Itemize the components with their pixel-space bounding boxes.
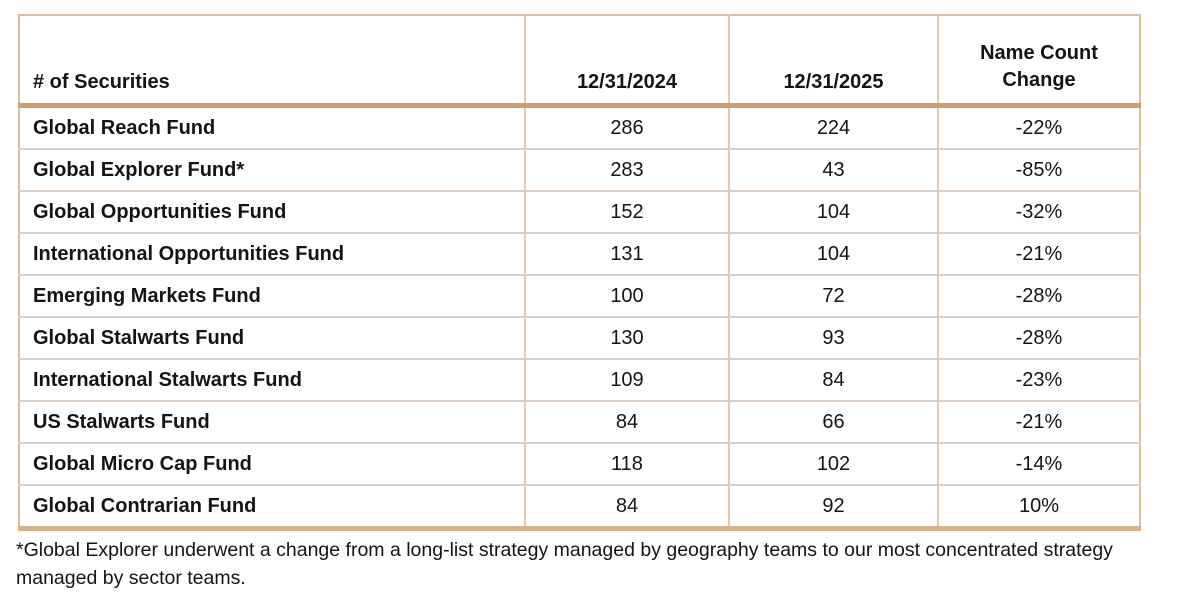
value-2025-cell: 93 xyxy=(728,316,938,359)
change-cell: -21% xyxy=(937,400,1140,443)
value-2025-cell: 84 xyxy=(728,358,938,401)
change-cell: -28% xyxy=(937,316,1140,359)
table-row: US Stalwarts Fund 84 66 -21% xyxy=(19,400,1140,443)
table-row: Emerging Markets Fund 100 72 -28% xyxy=(19,274,1140,317)
header-date-2024: 12/31/2024 xyxy=(524,15,729,108)
table-row: Global Opportunities Fund 152 104 -32% xyxy=(19,190,1140,233)
value-2025-cell: 104 xyxy=(728,190,938,233)
value-2024-cell: 100 xyxy=(524,274,729,317)
value-2025-cell: 104 xyxy=(728,232,938,275)
fund-name-cell: Global Opportunities Fund xyxy=(19,190,525,233)
table-row: Global Explorer Fund* 283 43 -85% xyxy=(19,148,1140,191)
value-2024-cell: 109 xyxy=(524,358,729,401)
value-2025-cell: 224 xyxy=(728,105,938,149)
table-body: Global Reach Fund 286 224 -22% Global Explor… xyxy=(19,105,1140,529)
value-2024-cell: 130 xyxy=(524,316,729,359)
table-row: Global Reach Fund 286 224 -22% xyxy=(19,105,1140,149)
change-cell: 10% xyxy=(937,484,1140,529)
table-row: International Opportunities Fund 131 104 -2… xyxy=(19,232,1140,275)
value-2025-cell: 92 xyxy=(728,484,938,529)
fund-name-cell: International Stalwarts Fund xyxy=(19,358,525,401)
table-row: International Stalwarts Fund 109 84 -23% xyxy=(19,358,1140,401)
header-number-of-securities: # of Securities xyxy=(19,15,525,108)
fund-name-cell: International Opportunities Fund xyxy=(19,232,525,275)
change-cell: -85% xyxy=(937,148,1140,191)
change-cell: -21% xyxy=(937,232,1140,275)
change-cell: -32% xyxy=(937,190,1140,233)
fund-name-cell: Global Explorer Fund* xyxy=(19,148,525,191)
value-2025-cell: 66 xyxy=(728,400,938,443)
header-date-2025: 12/31/2025 xyxy=(728,15,938,108)
footnote: *Global Explorer underwent a change from… xyxy=(16,539,1113,589)
value-2024-cell: 152 xyxy=(524,190,729,233)
table-row: Global Stalwarts Fund 130 93 -28% xyxy=(19,316,1140,359)
change-cell: -23% xyxy=(937,358,1140,401)
value-2024-cell: 283 xyxy=(524,148,729,191)
securities-table: # of Securities 12/31/2024 12/31/2025 Na… xyxy=(18,14,1141,531)
fund-name-cell: Global Micro Cap Fund xyxy=(19,442,525,485)
header-name-count-change-label: Name Count Change xyxy=(980,42,1098,91)
value-2025-cell: 72 xyxy=(728,274,938,317)
header-row: # of Securities 12/31/2024 12/31/2025 Na… xyxy=(19,15,1140,108)
fund-name-cell: US Stalwarts Fund xyxy=(19,400,525,443)
value-2024-cell: 118 xyxy=(524,442,729,485)
fund-name-cell: Global Stalwarts Fund xyxy=(19,316,525,359)
value-2024-cell: 84 xyxy=(524,484,729,529)
value-2024-cell: 131 xyxy=(524,232,729,275)
value-2024-cell: 84 xyxy=(524,400,729,443)
value-2024-cell: 286 xyxy=(524,105,729,149)
change-cell: -14% xyxy=(937,442,1140,485)
value-2025-cell: 43 xyxy=(728,148,938,191)
change-cell: -28% xyxy=(937,274,1140,317)
table-row: Global Contrarian Fund 84 92 10% xyxy=(19,484,1140,529)
value-2025-cell: 102 xyxy=(728,442,938,485)
header-name-count-change: Name Count Change xyxy=(937,15,1140,108)
table-row: Global Micro Cap Fund 118 102 -14% xyxy=(19,442,1140,485)
change-cell: -22% xyxy=(937,105,1140,149)
fund-name-cell: Global Reach Fund xyxy=(19,105,525,149)
fund-name-cell: Emerging Markets Fund xyxy=(19,274,525,317)
fund-name-cell: Global Contrarian Fund xyxy=(19,484,525,529)
